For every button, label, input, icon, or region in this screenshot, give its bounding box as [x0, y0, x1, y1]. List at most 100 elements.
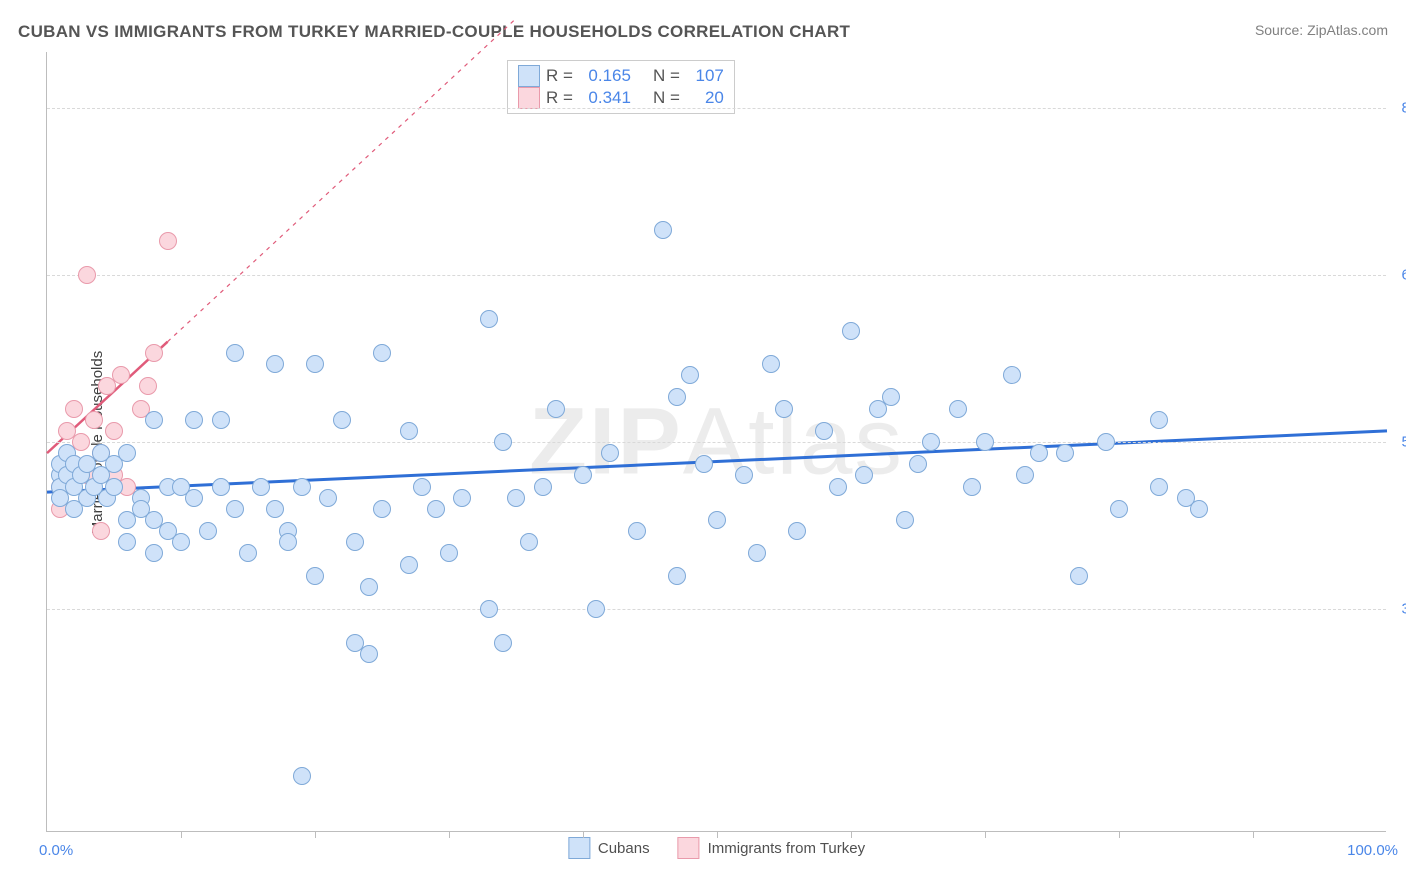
data-point: [1110, 500, 1128, 518]
data-point: [480, 310, 498, 328]
data-point: [306, 567, 324, 585]
data-point: [118, 444, 136, 462]
data-point: [735, 466, 753, 484]
swatch-cubans: [518, 65, 540, 87]
data-point: [78, 266, 96, 284]
data-point: [882, 388, 900, 406]
data-point: [681, 366, 699, 384]
swatch-cubans: [568, 837, 590, 859]
x-tick: [315, 831, 316, 838]
data-point: [507, 489, 525, 507]
y-tick-label: 65.0%: [1394, 266, 1406, 283]
swatch-turkey: [518, 87, 540, 109]
data-point: [574, 466, 592, 484]
data-point: [159, 232, 177, 250]
data-point: [199, 522, 217, 540]
data-point: [118, 533, 136, 551]
data-point: [922, 433, 940, 451]
data-point: [695, 455, 713, 473]
data-point: [815, 422, 833, 440]
data-point: [145, 344, 163, 362]
data-point: [105, 478, 123, 496]
trend-line: [168, 19, 516, 342]
data-point: [1030, 444, 1048, 462]
data-point: [346, 533, 364, 551]
data-point: [963, 478, 981, 496]
data-point: [601, 444, 619, 462]
data-point: [145, 544, 163, 562]
data-point: [1003, 366, 1021, 384]
data-point: [762, 355, 780, 373]
data-point: [896, 511, 914, 529]
source-credit: Source: ZipAtlas.com: [1255, 22, 1388, 38]
data-point: [1056, 444, 1074, 462]
data-point: [909, 455, 927, 473]
data-point: [494, 634, 512, 652]
data-point: [1097, 433, 1115, 451]
data-point: [1150, 478, 1168, 496]
data-point: [92, 522, 110, 540]
data-point: [145, 411, 163, 429]
gridline: [47, 275, 1386, 276]
data-point: [668, 567, 686, 585]
data-point: [373, 500, 391, 518]
data-point: [440, 544, 458, 562]
data-point: [212, 478, 230, 496]
data-point: [1016, 466, 1034, 484]
data-point: [400, 422, 418, 440]
x-tick: [181, 831, 182, 838]
data-point: [547, 400, 565, 418]
data-point: [65, 400, 83, 418]
gridline: [47, 442, 1386, 443]
legend-row-turkey: R = 0.341 N = 20: [518, 87, 724, 109]
data-point: [306, 355, 324, 373]
x-tick: [583, 831, 584, 838]
data-point: [172, 533, 190, 551]
y-tick-label: 35.0%: [1394, 601, 1406, 618]
plot-area: ZIPAtlas R = 0.165 N = 107 R = 0.341 N =…: [46, 52, 1386, 832]
data-point: [668, 388, 686, 406]
x-axis-min-label: 0.0%: [39, 842, 73, 859]
data-point: [293, 767, 311, 785]
gridline: [47, 609, 1386, 610]
data-point: [775, 400, 793, 418]
x-tick: [1253, 831, 1254, 838]
data-point: [494, 433, 512, 451]
series-legend: Cubans Immigrants from Turkey: [568, 837, 865, 859]
legend-row-cubans: R = 0.165 N = 107: [518, 65, 724, 87]
data-point: [587, 600, 605, 618]
data-point: [85, 411, 103, 429]
data-point: [185, 411, 203, 429]
x-axis-max-label: 100.0%: [1347, 842, 1398, 859]
swatch-turkey: [678, 837, 700, 859]
gridline: [47, 108, 1386, 109]
data-point: [373, 344, 391, 362]
trend-line: [47, 431, 1387, 492]
data-point: [949, 400, 967, 418]
data-point: [534, 478, 552, 496]
legend-item-cubans: Cubans: [568, 837, 650, 859]
data-point: [480, 600, 498, 618]
data-point: [139, 377, 157, 395]
data-point: [105, 422, 123, 440]
y-tick-label: 50.0%: [1394, 434, 1406, 451]
data-point: [333, 411, 351, 429]
data-point: [976, 433, 994, 451]
data-point: [708, 511, 726, 529]
data-point: [427, 500, 445, 518]
x-tick: [985, 831, 986, 838]
data-point: [266, 500, 284, 518]
data-point: [1150, 411, 1168, 429]
data-point: [628, 522, 646, 540]
data-point: [226, 500, 244, 518]
data-point: [829, 478, 847, 496]
data-point: [212, 411, 230, 429]
data-point: [788, 522, 806, 540]
correlation-legend: R = 0.165 N = 107 R = 0.341 N = 20: [507, 60, 735, 114]
data-point: [252, 478, 270, 496]
data-point: [400, 556, 418, 574]
data-point: [226, 344, 244, 362]
x-tick: [717, 831, 718, 838]
y-tick-label: 80.0%: [1394, 99, 1406, 116]
data-point: [185, 489, 203, 507]
